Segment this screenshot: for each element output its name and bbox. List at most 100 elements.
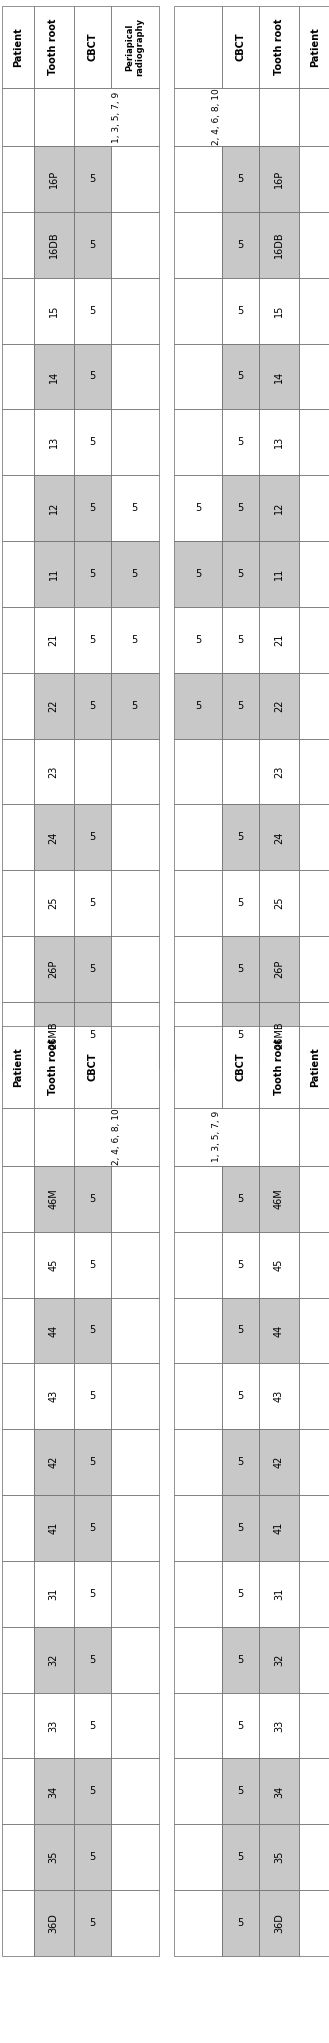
Bar bbox=[222, 1495, 259, 1561]
Bar bbox=[174, 1692, 222, 1759]
Bar bbox=[111, 1561, 159, 1626]
Text: 5: 5 bbox=[238, 306, 244, 315]
Bar bbox=[2, 805, 34, 870]
Bar bbox=[73, 541, 111, 607]
Bar bbox=[259, 278, 299, 343]
Text: 2, 4, 6, 8, 10: 2, 4, 6, 8, 10 bbox=[112, 1109, 120, 1165]
Text: 1, 3, 5, 7, 9: 1, 3, 5, 7, 9 bbox=[112, 92, 120, 143]
Bar bbox=[299, 1824, 329, 1890]
Text: 21: 21 bbox=[274, 633, 284, 646]
Bar bbox=[111, 740, 159, 805]
Bar bbox=[259, 212, 299, 278]
Bar bbox=[111, 1692, 159, 1759]
Bar bbox=[259, 805, 299, 870]
Bar bbox=[111, 278, 159, 343]
Bar bbox=[73, 805, 111, 870]
Text: 5: 5 bbox=[89, 964, 95, 975]
Bar bbox=[2, 1759, 34, 1824]
Bar bbox=[299, 936, 329, 1001]
Bar bbox=[73, 1759, 111, 1824]
Text: 1, 3, 5, 7, 9: 1, 3, 5, 7, 9 bbox=[212, 1111, 221, 1162]
Bar bbox=[259, 1297, 299, 1363]
Text: 16P: 16P bbox=[274, 170, 284, 188]
Text: 43: 43 bbox=[274, 1389, 284, 1401]
Bar bbox=[73, 1692, 111, 1759]
Bar bbox=[34, 1890, 73, 1955]
Bar bbox=[174, 936, 222, 1001]
Bar bbox=[174, 1890, 222, 1955]
Text: 26P: 26P bbox=[274, 960, 284, 979]
Text: 5: 5 bbox=[89, 1030, 95, 1040]
Bar bbox=[174, 1430, 222, 1495]
Text: 14: 14 bbox=[48, 370, 59, 382]
Bar bbox=[259, 6, 299, 88]
Bar bbox=[222, 1001, 259, 1068]
Bar bbox=[299, 343, 329, 409]
Bar bbox=[111, 1626, 159, 1692]
Bar bbox=[2, 672, 34, 740]
Text: 35: 35 bbox=[274, 1851, 284, 1863]
Text: 22: 22 bbox=[274, 699, 284, 711]
Bar bbox=[259, 343, 299, 409]
Bar bbox=[174, 1167, 222, 1232]
Text: 23: 23 bbox=[48, 766, 59, 778]
Bar bbox=[259, 936, 299, 1001]
Text: 5: 5 bbox=[89, 1193, 95, 1203]
Bar bbox=[222, 409, 259, 476]
Bar bbox=[259, 1001, 299, 1068]
Text: 5: 5 bbox=[89, 1326, 95, 1336]
Bar bbox=[111, 145, 159, 212]
Bar bbox=[73, 88, 159, 145]
Bar bbox=[111, 672, 159, 740]
Bar bbox=[174, 6, 222, 88]
Text: 5: 5 bbox=[238, 964, 244, 975]
Text: 5: 5 bbox=[89, 1522, 95, 1532]
Bar bbox=[2, 278, 34, 343]
Bar bbox=[259, 88, 299, 145]
Text: 25: 25 bbox=[274, 897, 284, 909]
Text: 45: 45 bbox=[48, 1258, 59, 1271]
Bar bbox=[299, 541, 329, 607]
Bar bbox=[111, 936, 159, 1001]
Bar bbox=[222, 278, 259, 343]
Text: 5: 5 bbox=[238, 1655, 244, 1665]
Bar bbox=[259, 1759, 299, 1824]
Bar bbox=[222, 541, 259, 607]
Bar bbox=[299, 1167, 329, 1232]
Bar bbox=[2, 343, 34, 409]
Bar bbox=[174, 1297, 222, 1363]
Bar bbox=[222, 1824, 259, 1890]
Text: Tooth root: Tooth root bbox=[48, 1038, 59, 1095]
Bar bbox=[34, 6, 73, 88]
Bar bbox=[34, 1232, 73, 1297]
Bar bbox=[222, 6, 259, 88]
Text: 5: 5 bbox=[89, 1589, 95, 1600]
Bar bbox=[174, 1626, 222, 1692]
Bar bbox=[259, 1692, 299, 1759]
Text: 24: 24 bbox=[274, 832, 284, 844]
Bar bbox=[34, 212, 73, 278]
Bar bbox=[34, 1824, 73, 1890]
Bar bbox=[34, 541, 73, 607]
Bar bbox=[73, 1430, 111, 1495]
Bar bbox=[299, 740, 329, 805]
Text: 46M: 46M bbox=[48, 1189, 59, 1209]
Text: 21: 21 bbox=[48, 633, 59, 646]
Text: 5: 5 bbox=[238, 570, 244, 578]
Text: 5: 5 bbox=[89, 437, 95, 447]
Bar bbox=[222, 805, 259, 870]
Bar bbox=[299, 476, 329, 541]
Text: Patient: Patient bbox=[13, 27, 23, 67]
Text: 14: 14 bbox=[274, 370, 284, 382]
Bar bbox=[259, 1430, 299, 1495]
Bar bbox=[73, 740, 111, 805]
Text: 5: 5 bbox=[131, 635, 138, 646]
Bar bbox=[259, 1363, 299, 1430]
Bar bbox=[259, 541, 299, 607]
Bar bbox=[174, 805, 222, 870]
Text: 5: 5 bbox=[238, 1720, 244, 1730]
Text: 11: 11 bbox=[48, 568, 59, 580]
Bar bbox=[73, 278, 111, 343]
Text: CBCT: CBCT bbox=[236, 1052, 245, 1081]
Bar bbox=[222, 1026, 259, 1107]
